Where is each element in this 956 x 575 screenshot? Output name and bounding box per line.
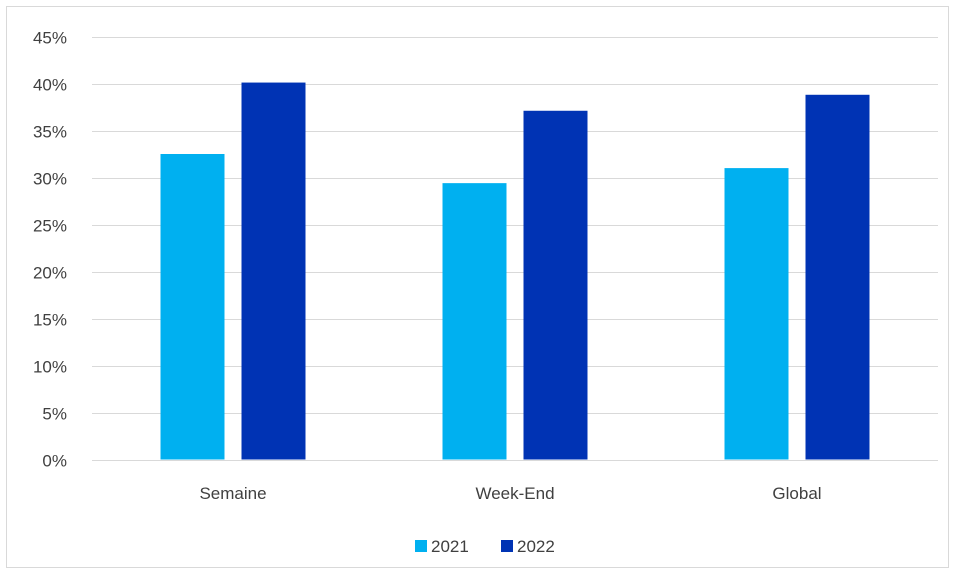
y-tick-label: 5% — [42, 405, 67, 424]
y-tick-label: 15% — [33, 311, 67, 330]
y-axis-tick-labels: 0% 5% 10% 15% 20% 25% 30% 35% 40% 45% — [33, 29, 67, 471]
x-tick-label: Week-End — [475, 484, 554, 503]
y-tick-label: 30% — [33, 170, 67, 189]
y-tick-label: 45% — [33, 29, 67, 48]
bar-2022-global — [805, 94, 870, 460]
x-axis-tick-labels: Semaine Week-End Global — [199, 484, 821, 503]
legend-label-2022: 2022 — [517, 537, 555, 556]
bar-2021-semaine — [160, 154, 225, 460]
bar-2021-global — [724, 168, 789, 460]
y-tick-label: 20% — [33, 264, 67, 283]
legend: 2021 2022 — [415, 537, 555, 556]
gridlines — [92, 37, 938, 461]
legend-swatch-2022 — [501, 540, 513, 552]
bar-2022-week-end — [523, 110, 588, 460]
legend-swatch-2021 — [415, 540, 427, 552]
x-tick-label: Semaine — [199, 484, 266, 503]
x-tick-label: Global — [772, 484, 821, 503]
y-tick-label: 35% — [33, 123, 67, 142]
bar-2021-week-end — [442, 183, 507, 460]
bars — [160, 82, 870, 460]
y-tick-label: 40% — [33, 76, 67, 95]
y-tick-label: 10% — [33, 358, 67, 377]
bar-2022-semaine — [241, 82, 306, 460]
legend-label-2021: 2021 — [431, 537, 469, 556]
y-tick-label: 25% — [33, 217, 67, 236]
y-tick-label: 0% — [42, 452, 67, 471]
